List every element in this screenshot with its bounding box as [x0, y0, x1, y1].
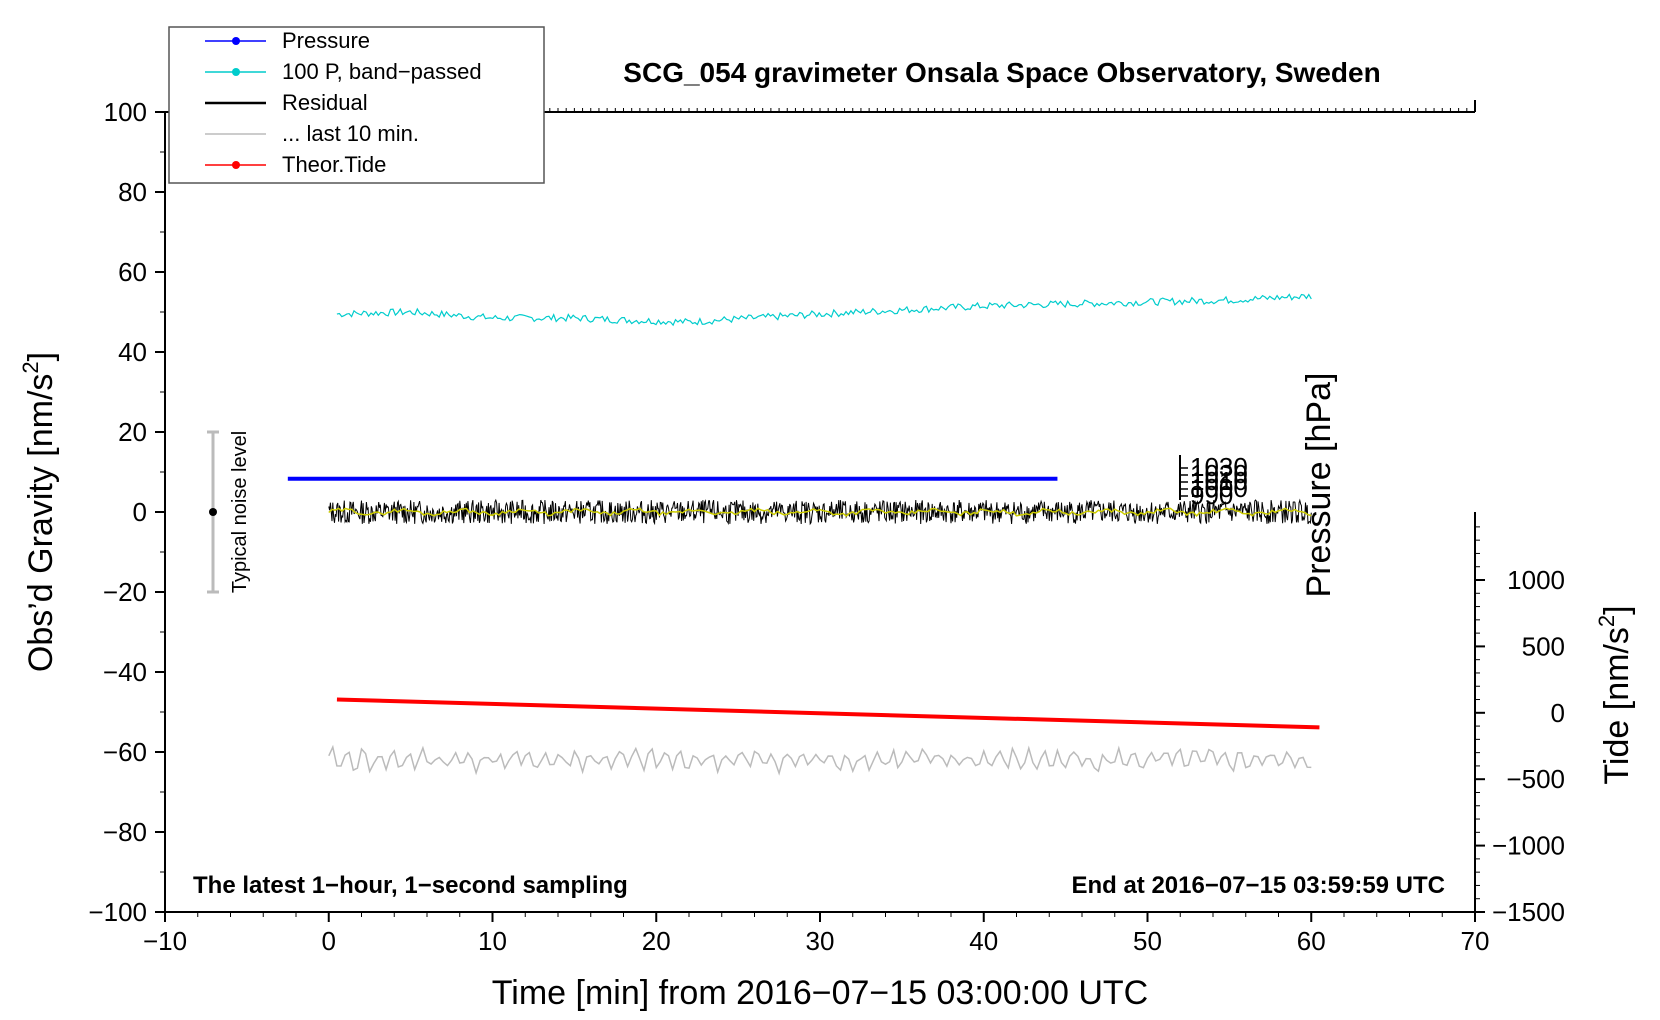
- noise-bar-center-dot: [209, 508, 217, 516]
- noise-level-bar: Typical noise level: [207, 430, 251, 594]
- y-tick-label: 40: [118, 337, 147, 367]
- tide-tick-label: 1000: [1507, 565, 1565, 595]
- series-pressure-bandpassed: [336, 293, 1312, 327]
- x-tick-label: −10: [143, 926, 187, 956]
- legend-label: Theor.Tide: [282, 152, 386, 177]
- tide-axis-title: Tide [nm/s2]: [1594, 605, 1636, 784]
- x-tick-label: 0: [322, 926, 336, 956]
- axis-ticks: −10 0 10 20 30 40 50 60 70100806040200−20−40−60−…: [88, 97, 1565, 956]
- legend-item: ... last 10 min.: [205, 121, 419, 146]
- y-tick-label: 60: [118, 257, 147, 287]
- legend: Pressure 100 P, band−passed Residual ... la…: [168, 26, 545, 184]
- x-tick-label: 70: [1461, 926, 1490, 956]
- tide-tick-label: 500: [1522, 631, 1565, 661]
- series-theor-tide: [336, 697, 1320, 730]
- x-tick-label: 50: [1133, 926, 1162, 956]
- pressure-tick-label: 1030: [1190, 452, 1248, 482]
- x-tick-label: 20: [642, 926, 671, 956]
- legend-item: Pressure: [205, 28, 370, 53]
- note-right: End at 2016−07−15 03:59:59 UTC: [1071, 872, 1445, 899]
- tide-tick-label: −1000: [1492, 831, 1565, 861]
- x-tick-label: 40: [969, 926, 998, 956]
- y-axis-title: Obs’d Gravity [nm/s2]: [18, 352, 60, 672]
- pressure-axis-title: Pressure [hPa]: [1300, 373, 1338, 598]
- y-tick-label: 100: [104, 97, 147, 127]
- pressure-tick-label: 1010: [1190, 466, 1248, 496]
- series-residual-smoothed: [328, 507, 1312, 518]
- x-tick-label: 30: [806, 926, 835, 956]
- y-tick-label: 20: [118, 417, 147, 447]
- pressure-tick-label: 990: [1190, 480, 1233, 510]
- legend-item: Residual: [205, 90, 368, 115]
- x-tick-label: 60: [1297, 926, 1326, 956]
- pressure-tick-label: 1020: [1190, 459, 1248, 489]
- x-axis-title: Time [min] from 2016−07−15 03:00:00 UTC: [492, 974, 1148, 1012]
- legend-marker: [232, 161, 240, 169]
- tide-tick-label: 0: [1551, 698, 1565, 728]
- legend-item: Theor.Tide: [205, 152, 386, 177]
- tide-tick-label: −1500: [1492, 897, 1565, 927]
- legend-label: 100 P, band−passed: [282, 59, 482, 84]
- chart-title: SCG_054 gravimeter Onsala Space Observat…: [623, 57, 1380, 88]
- note-left: The latest 1−hour, 1−second sampling: [193, 872, 628, 899]
- y-tick-label: −80: [103, 817, 147, 847]
- y-tick-label: −100: [88, 897, 147, 927]
- series-residual: [328, 498, 1312, 526]
- noise-bar-label: Typical noise level: [229, 431, 251, 593]
- legend-box: [168, 26, 545, 184]
- x-tick-label: 10: [478, 926, 507, 956]
- legend-label: Pressure: [282, 28, 370, 53]
- pressure-tick-label: 1000: [1190, 473, 1248, 503]
- y-tick-label: −40: [103, 657, 147, 687]
- legend-marker: [232, 37, 240, 45]
- legend-marker: [232, 68, 240, 76]
- y-tick-label: 0: [133, 497, 147, 527]
- y-tick-label: −60: [103, 737, 147, 767]
- legend-item: 100 P, band−passed: [205, 59, 482, 84]
- series-last-10-min: [328, 744, 1312, 776]
- y-tick-label: −20: [103, 577, 147, 607]
- y-tick-label: 80: [118, 177, 147, 207]
- tide-tick-label: −500: [1506, 764, 1565, 794]
- legend-label: Residual: [282, 90, 368, 115]
- legend-label: ... last 10 min.: [282, 121, 419, 146]
- legend-items: Pressure 100 P, band−passed Residual ... la…: [205, 28, 482, 177]
